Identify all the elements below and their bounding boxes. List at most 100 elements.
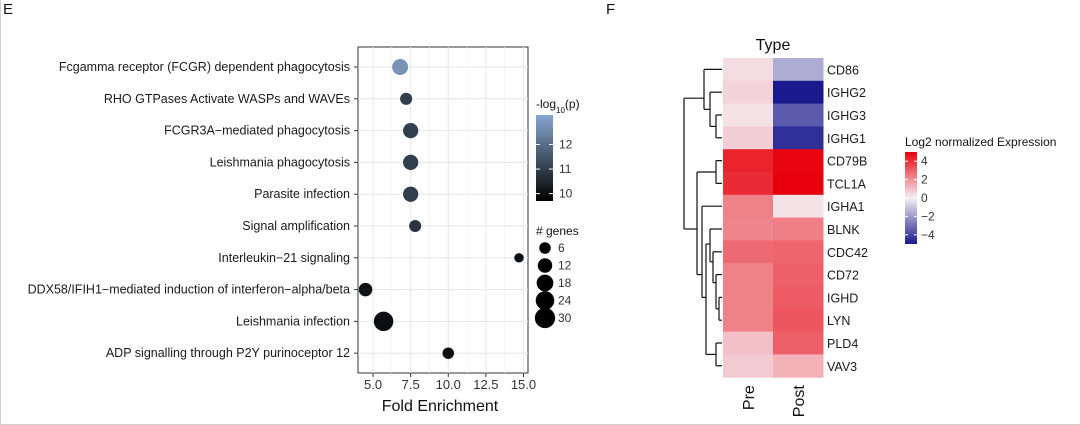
- heatmap-cell: [723, 149, 774, 173]
- row-label: CD79B: [827, 155, 867, 169]
- size-legend-label: 30: [558, 311, 572, 325]
- x-tick-label: 5.0: [364, 377, 382, 392]
- row-label: CD72: [827, 269, 859, 283]
- legend-tick-label: 2: [921, 173, 928, 187]
- row-label: IGHG3: [827, 109, 866, 123]
- data-point: [403, 186, 419, 202]
- data-point: [392, 59, 409, 75]
- y-tick-label: DDX58/IFIH1−mediated induction of interf…: [28, 283, 350, 297]
- size-legend-label: 18: [558, 276, 572, 290]
- y-tick-label: Signal amplification: [242, 219, 350, 233]
- color-tick-label: 11: [559, 162, 572, 176]
- row-label: TCL1A: [827, 177, 867, 191]
- heatmap-cell: [773, 194, 824, 219]
- heatmap-cell: [723, 217, 774, 241]
- legend-tick-label: −2: [921, 209, 935, 223]
- size-legend-dot: [539, 242, 551, 254]
- heatmap-legend-ticks: 4 2 0 −2 −4: [905, 154, 935, 242]
- size-legend-label: 12: [558, 259, 572, 273]
- heatmap-cell: [723, 286, 774, 310]
- heatmap-cell: [773, 172, 824, 196]
- size-legend-items: 6 12 18 24 30: [534, 241, 572, 329]
- heatmap-cell: [773, 58, 824, 82]
- data-point: [409, 219, 422, 233]
- heatmap-cell: [773, 217, 824, 241]
- y-tick-label: FCGR3A−mediated phagocytosis: [164, 124, 350, 138]
- y-tick-label: Interleukin−21 signaling: [218, 251, 350, 265]
- heatmap-cell: [773, 240, 824, 264]
- size-legend-label: 24: [558, 294, 572, 308]
- size-legend-dot: [537, 258, 553, 273]
- size-legend-dot: [535, 291, 555, 310]
- heatmap-cell: [773, 331, 824, 355]
- heatmap-cell: [723, 240, 774, 264]
- legend-tick-label: 0: [921, 191, 928, 205]
- row-label: PLD4: [827, 337, 858, 351]
- data-point: [358, 282, 373, 297]
- heatmap-cells: [723, 58, 824, 378]
- y-tick-label: Fcgamma receptor (FCGR) dependent phagoc…: [59, 60, 350, 74]
- data-point: [403, 154, 419, 171]
- row-label: VAV3: [827, 360, 857, 374]
- legend-tick-label: 4: [921, 154, 928, 168]
- data-point: [442, 347, 455, 359]
- size-legend-dot: [536, 274, 554, 292]
- data-point: [403, 122, 419, 139]
- heatmap-cell: [723, 308, 774, 333]
- legend-tick-label: −4: [921, 228, 935, 242]
- heatmap-cell: [723, 80, 774, 105]
- row-label: IGHG2: [827, 86, 866, 100]
- heatmap-cell: [773, 286, 824, 310]
- x-axis-label: Fold Enrichment: [382, 398, 499, 415]
- heatmap-cell: [773, 263, 824, 287]
- row-label: CDC42: [827, 246, 868, 260]
- color-legend: -log10(p) 12 11 10: [536, 97, 580, 201]
- x-tick-label: 12.5: [473, 377, 498, 392]
- row-dendrogram: [683, 68, 722, 367]
- color-tick-label: 10: [559, 187, 573, 201]
- y-tick-label: Leishmania infection: [236, 314, 350, 328]
- y-tick-label: ADP signalling through P2Y purinoceptor …: [106, 346, 350, 360]
- heatmap-cell: [773, 126, 824, 150]
- heatmap-cell: [723, 354, 774, 378]
- heatmap-cell: [773, 103, 824, 127]
- column-labels: Pre Post: [741, 385, 808, 418]
- heatmap-cell: [773, 354, 824, 378]
- size-legend-title: # genes: [536, 224, 579, 238]
- x-ticks: 5.0 7.5 10.0 12.5 15.0: [364, 373, 536, 392]
- column-label: Post: [791, 385, 808, 418]
- size-legend-dot: [534, 307, 556, 329]
- heatmap-legend-title: Log2 normalized Expression: [905, 135, 1056, 149]
- panel-label-f: F: [606, 1, 615, 18]
- y-tick-label: RHO GTPases Activate WASPs and WAVEs: [104, 92, 350, 106]
- y-tick-label: Parasite infection: [254, 187, 350, 201]
- heatmap-title: Type: [756, 37, 791, 54]
- dot-plot: Fcgamma receptor (FCGR) dependent phagoc…: [28, 46, 580, 415]
- color-legend-title: -log10(p): [536, 97, 580, 115]
- size-legend: # genes 6 12 18 24 30: [534, 224, 579, 329]
- data-point: [514, 253, 524, 263]
- heatmap-color-legend: Log2 normalized Expression 4 2 0 −2 −4: [905, 135, 1056, 244]
- gridlines: [354, 47, 528, 373]
- color-legend-bar: [536, 115, 553, 201]
- heatmap-cell: [723, 263, 774, 287]
- row-label: IGHD: [827, 291, 858, 305]
- heatmap-cell: [723, 126, 774, 150]
- heatmap-cell: [723, 172, 774, 196]
- y-tick-labels: Fcgamma receptor (FCGR) dependent phagoc…: [28, 60, 350, 360]
- x-tick-label: 15.0: [511, 377, 536, 392]
- heatmap-cell: [723, 103, 774, 127]
- heatmap-cell: [773, 149, 824, 173]
- data-point: [373, 311, 394, 332]
- plot-panel: [357, 46, 529, 374]
- size-legend-label: 6: [558, 241, 565, 255]
- x-tick-label: 10.0: [436, 377, 461, 392]
- y-tick-label: Leishmania phagocytosis: [210, 155, 350, 169]
- row-label: BLNK: [827, 223, 860, 237]
- heatmap-cell: [723, 194, 774, 219]
- points: [358, 59, 524, 359]
- color-legend-ticks: 12 11 10: [536, 137, 573, 201]
- row-label: IGHA1: [827, 200, 865, 214]
- heatmap-cell: [773, 308, 824, 333]
- column-label: Pre: [741, 385, 758, 410]
